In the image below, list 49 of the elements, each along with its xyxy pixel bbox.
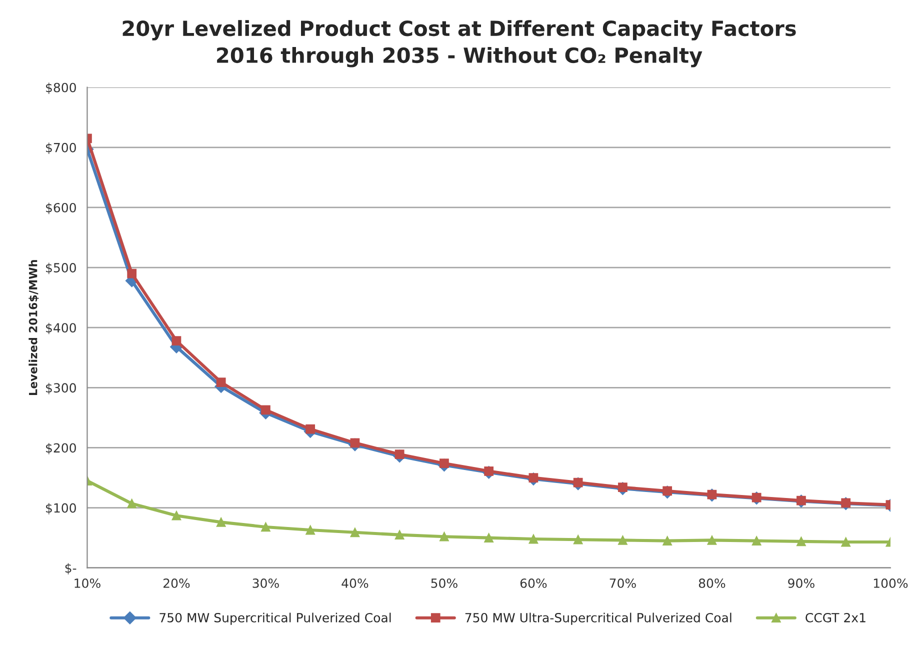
legend-label: CCGT 2x1: [806, 612, 866, 622]
x-tick-label: 50%: [431, 578, 458, 588]
point: [172, 336, 182, 346]
point: [796, 536, 806, 546]
y-tick-label: $-: [65, 563, 76, 574]
point: [306, 424, 316, 434]
x-tick-label: 60%: [520, 578, 547, 588]
point: [216, 378, 226, 387]
y-tick-label: $100: [46, 503, 76, 514]
x-tick-label: 30%: [252, 578, 279, 588]
point: [841, 537, 851, 547]
y-tick-label: $600: [46, 202, 76, 214]
point: [662, 536, 672, 546]
point: [350, 528, 360, 538]
point: [752, 536, 762, 546]
chart-title: 20yr Levelized Product Cost at Different Capacity Factors: [122, 20, 796, 40]
point: [573, 534, 583, 544]
point: [528, 534, 538, 544]
x-tick-label: 100%: [874, 578, 908, 588]
point: [440, 532, 449, 542]
point: [172, 510, 182, 520]
x-tick-label: 70%: [610, 578, 636, 588]
point: [484, 533, 494, 542]
point: [216, 518, 226, 527]
y-tick-label: $700: [46, 142, 76, 154]
point: [127, 498, 137, 508]
point: [484, 466, 494, 476]
y-axis-title: Levelized 2016$/MWh: [28, 260, 39, 395]
x-tick-label: 20%: [163, 578, 190, 588]
x-tick-label: 80%: [698, 578, 726, 588]
y-tick-label: $200: [46, 442, 76, 454]
x-tick-label: 10%: [74, 578, 100, 588]
point: [261, 522, 270, 532]
point: [707, 536, 717, 545]
legend-label: 750 MW Ultra-Supercritical Pulverized Coal: [465, 612, 732, 625]
y-tick-label: $800: [46, 82, 76, 94]
point: [306, 525, 316, 535]
chart-subtitle: 2016 through 2035 - Without CO₂ Penalty: [217, 46, 702, 68]
point: [618, 536, 628, 545]
x-tick-label: 40%: [342, 578, 368, 588]
y-tick-label: $300: [46, 382, 76, 394]
point: [261, 405, 270, 415]
legend-label: 750 MW Supercritical Pulverized Coal: [160, 612, 391, 625]
y-tick-label: $400: [46, 322, 76, 334]
x-tick-label: 90%: [788, 578, 814, 588]
point: [127, 268, 137, 278]
y-tick-label: $500: [46, 262, 76, 274]
point: [394, 530, 404, 540]
point: [528, 473, 538, 482]
